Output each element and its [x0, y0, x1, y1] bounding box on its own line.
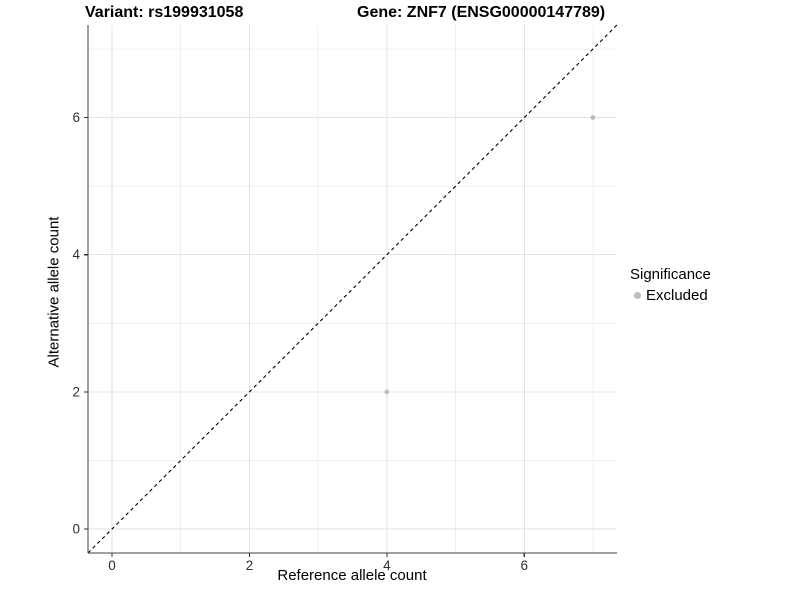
y-tick-label: 0	[72, 522, 80, 537]
legend-item-label: Excluded	[646, 287, 708, 304]
identity-line	[87, 24, 618, 554]
tick-marks	[84, 116, 525, 557]
scatter-point	[384, 389, 390, 395]
minor-gridlines	[88, 25, 617, 553]
legend-item-excluded: Excluded	[630, 287, 711, 304]
legend-point-icon	[634, 292, 641, 299]
data-points	[384, 115, 596, 395]
major-gridlines	[88, 25, 617, 553]
axis-lines	[87, 25, 617, 554]
scatter-point	[590, 115, 596, 120]
variant-title: Variant: rs199931058	[85, 4, 244, 21]
y-tick-label: 4	[72, 247, 80, 262]
legend: Significance Excluded	[630, 266, 711, 304]
x-axis-title: Reference allele count	[277, 567, 427, 584]
y-axis-title: Alternative allele count	[45, 216, 63, 368]
legend-title: Significance	[630, 266, 711, 283]
identity-dashed-line	[87, 24, 618, 554]
x-tick-label: 6	[520, 558, 528, 573]
y-tick-label: 2	[72, 384, 80, 399]
x-tick-label: 0	[108, 558, 116, 573]
x-tick-label: 4	[383, 558, 391, 573]
y-tick-label: 6	[72, 110, 80, 125]
x-tick-label: 2	[246, 558, 254, 573]
tick-labels: 0 2 4 6 0 2 4 6	[72, 110, 528, 573]
gene-title: Gene: ZNF7 (ENSG00000147789)	[357, 4, 606, 21]
